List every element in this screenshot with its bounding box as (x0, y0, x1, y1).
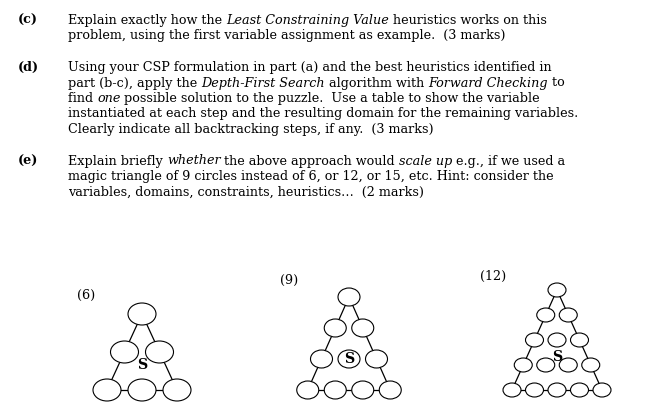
Text: Clearly indicate all backtracking steps, if any.  (3 marks): Clearly indicate all backtracking steps,… (68, 123, 434, 136)
Ellipse shape (570, 333, 589, 347)
Ellipse shape (110, 341, 138, 363)
Ellipse shape (145, 341, 173, 363)
Ellipse shape (365, 350, 387, 368)
Ellipse shape (338, 350, 360, 368)
Ellipse shape (128, 303, 156, 325)
Text: heuristics works on this: heuristics works on this (389, 14, 546, 27)
Text: (12): (12) (480, 270, 506, 283)
Ellipse shape (379, 381, 401, 399)
Ellipse shape (570, 383, 589, 397)
Text: algorithm with: algorithm with (325, 77, 428, 90)
Text: (9): (9) (280, 274, 298, 287)
Ellipse shape (559, 308, 577, 322)
Text: the above approach would: the above approach would (221, 155, 399, 168)
Text: (d): (d) (18, 61, 39, 74)
Text: Using your CSP formulation in part (a) and the best heuristics identified in: Using your CSP formulation in part (a) a… (68, 61, 552, 74)
Ellipse shape (163, 379, 191, 401)
Ellipse shape (324, 319, 347, 337)
Text: S: S (137, 358, 147, 372)
Text: e.g., if we used a: e.g., if we used a (452, 155, 565, 168)
Ellipse shape (548, 333, 566, 347)
Ellipse shape (310, 350, 332, 368)
Text: possible solution to the puzzle.  Use a table to show the variable: possible solution to the puzzle. Use a t… (121, 92, 540, 105)
Ellipse shape (324, 381, 347, 399)
Ellipse shape (93, 379, 121, 401)
Text: scale up: scale up (399, 155, 452, 168)
Ellipse shape (548, 283, 566, 297)
Text: Explain exactly how the: Explain exactly how the (68, 14, 226, 27)
Ellipse shape (526, 333, 543, 347)
Text: (e): (e) (18, 155, 38, 168)
Text: one: one (97, 92, 121, 105)
Text: to: to (548, 77, 565, 90)
Text: (6): (6) (77, 289, 95, 302)
Ellipse shape (514, 358, 532, 372)
Text: magic triangle of 9 circles instead of 6, or 12, or 15, etc. Hint: consider the: magic triangle of 9 circles instead of 6… (68, 170, 554, 183)
Ellipse shape (352, 381, 374, 399)
Text: Least Constraining Value: Least Constraining Value (226, 14, 389, 27)
Ellipse shape (582, 358, 600, 372)
Ellipse shape (559, 358, 577, 372)
Text: part (b-c), apply the: part (b-c), apply the (68, 77, 201, 90)
Ellipse shape (548, 383, 566, 397)
Ellipse shape (526, 383, 543, 397)
Text: S: S (552, 350, 562, 364)
Text: S: S (344, 352, 354, 366)
Text: Explain briefly: Explain briefly (68, 155, 167, 168)
Text: Depth-First Search: Depth-First Search (201, 77, 325, 90)
Ellipse shape (338, 288, 360, 306)
Ellipse shape (128, 379, 156, 401)
Text: instantiated at each step and the resulting domain for the remaining variables.: instantiated at each step and the result… (68, 108, 578, 121)
Text: Forward Checking: Forward Checking (428, 77, 548, 90)
Ellipse shape (352, 319, 374, 337)
Text: (c): (c) (18, 14, 38, 27)
Text: whether: whether (167, 155, 221, 168)
Text: problem, using the first variable assignment as example.  (3 marks): problem, using the first variable assign… (68, 29, 506, 42)
Text: find: find (68, 92, 97, 105)
Ellipse shape (593, 383, 611, 397)
Ellipse shape (297, 381, 319, 399)
Text: variables, domains, constraints, heuristics…  (2 marks): variables, domains, constraints, heurist… (68, 186, 424, 199)
Ellipse shape (537, 358, 555, 372)
Ellipse shape (537, 308, 555, 322)
Ellipse shape (503, 383, 521, 397)
